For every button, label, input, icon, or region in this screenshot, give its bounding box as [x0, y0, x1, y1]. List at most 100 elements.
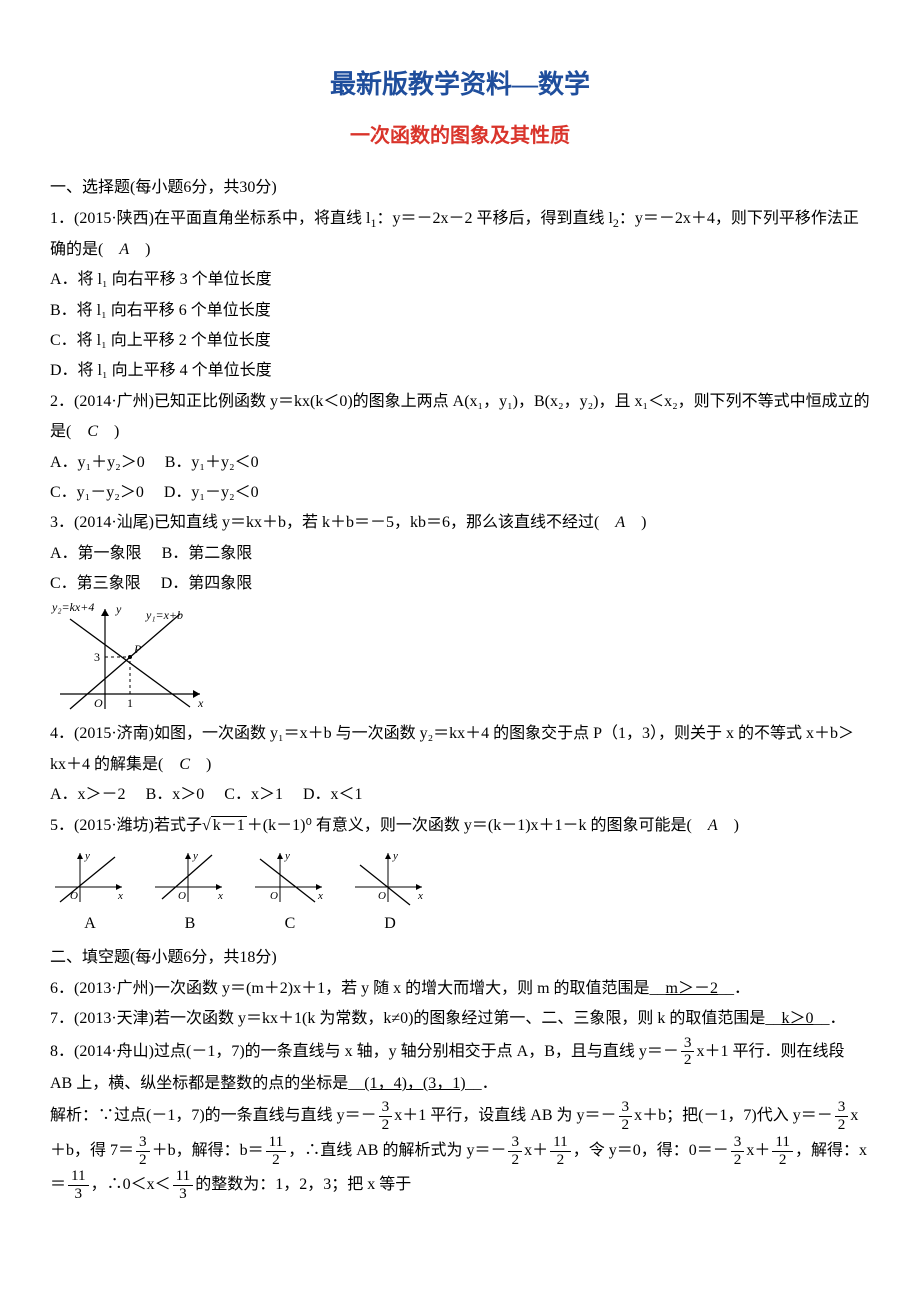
- q8-sol-g: x＋: [524, 1142, 548, 1159]
- q5-stem-a: 5．(2015·潍坊)若式子: [50, 817, 202, 834]
- svg-text:O: O: [378, 890, 386, 902]
- q8-sol-i: x＋: [746, 1142, 770, 1159]
- question-4: 4．(2015·济南)如图，一次函数 y₁＝x＋b 与一次函数 y₂＝kx＋4 …: [50, 719, 870, 780]
- q7-answer: k＞0: [781, 1010, 813, 1027]
- svg-text:x: x: [417, 890, 423, 902]
- q4-option-b: B．x＞0: [146, 786, 205, 803]
- frac-3-2: 32: [731, 1134, 745, 1168]
- q3-stem-a: 3．(2014·汕尾)已知直线 y＝kx＋b，若 k＋b＝－5，kb＝6，那么该…: [50, 514, 615, 531]
- frac-3-2: 32: [835, 1099, 849, 1133]
- q3-answer: A: [615, 514, 625, 531]
- question-6: 6．(2013·广州)一次函数 y＝(m＋2)x＋1，若 y 随 x 的增大而增…: [50, 974, 870, 1004]
- q8-sol-e: ＋b，解得：b＝: [152, 1142, 264, 1159]
- q2-options-cd: C．y₁－y₂＞0 D．y₁－y₂＜0: [50, 478, 870, 508]
- question-3: 3．(2014·汕尾)已知直线 y＝kx＋b，若 k＋b＝－5，kb＝6，那么该…: [50, 508, 870, 538]
- graph-label-y2: y₂=kx+4: [51, 600, 94, 614]
- q5-option-labels: A B C D: [50, 909, 870, 939]
- q4-stem-a: 4．(2015·济南)如图，一次函数 y₁＝x＋b 与一次函数 y₂＝kx＋4 …: [50, 725, 854, 772]
- svg-text:y: y: [192, 850, 198, 862]
- q2-stem-b: ): [98, 423, 119, 440]
- q6-tail: __．: [718, 980, 750, 997]
- frac-3-2: 32: [619, 1099, 633, 1133]
- q1-stem-b: ：y＝－2x－2 平移后，得到直线 l: [376, 210, 612, 227]
- frac-11-2: 112: [772, 1134, 793, 1168]
- question-5: 5．(2015·潍坊)若式子√k－1＋(k－1)⁰ 有意义，则一次函数 y＝(k…: [50, 811, 870, 841]
- graph-label-1: 1: [127, 696, 133, 710]
- frac-3-2: 32: [379, 1099, 393, 1133]
- q1-option-a: A．将 l₁ 向右平移 3 个单位长度: [50, 265, 870, 295]
- q6-answer: m＞－2: [666, 980, 718, 997]
- q3-option-c: C．第三象限: [50, 575, 141, 592]
- frac-3-2: 32: [136, 1134, 150, 1168]
- q7-tail: __．: [813, 1010, 845, 1027]
- main-title: 最新版教学资料—数学: [50, 60, 870, 109]
- svg-text:x: x: [317, 890, 323, 902]
- q2-option-b: B．y₁＋y₂＜0: [165, 454, 259, 471]
- q8-sol-f: ，∴直线 AB 的解析式为 y＝－: [288, 1142, 506, 1159]
- q8-sol-l: 的整数为：1，2，3；把 x 等于: [195, 1176, 411, 1193]
- q5-graph-c: O x y: [250, 847, 330, 907]
- frac-3-2: 32: [508, 1134, 522, 1168]
- q8-sol-c: x＋b；把(－1，7)代入 y＝－: [634, 1107, 833, 1124]
- q3-options-ab: A．第一象限 B．第二象限: [50, 539, 870, 569]
- q6-stem: 6．(2013·广州)一次函数 y＝(m＋2)x＋1，若 y 随 x 的增大而增…: [50, 980, 666, 997]
- q4-answer: C: [179, 756, 190, 773]
- q2-option-a: A．y₁＋y₂＞0: [50, 454, 145, 471]
- q3-stem-b: ): [625, 514, 646, 531]
- svg-text:O: O: [178, 890, 186, 902]
- frac-11-3: 113: [173, 1168, 194, 1202]
- svg-text:y: y: [392, 850, 398, 862]
- graph-label-P: P: [133, 642, 142, 656]
- svg-text:O: O: [70, 890, 78, 902]
- section2-heading: 二、填空题(每小题6分，共18分): [50, 943, 870, 973]
- q3-options-cd: C．第三象限 D．第四象限: [50, 569, 870, 599]
- sqrt-sign: √: [202, 817, 211, 834]
- q2-option-d: D．y₁－y₂＜0: [164, 484, 259, 501]
- q8-sol-a: 解析：∵过点(－1，7)的一条直线与直线 y＝－: [50, 1107, 377, 1124]
- question-7: 7．(2013·天津)若一次函数 y＝kx＋1(k 为常数，k≠0)的图象经过第…: [50, 1004, 870, 1034]
- q2-answer: C: [87, 423, 98, 440]
- q7-stem: 7．(2013·天津)若一次函数 y＝kx＋1(k 为常数，k≠0)的图象经过第…: [50, 1010, 781, 1027]
- q5-graph-d: O x y: [350, 847, 430, 907]
- q2-options-ab: A．y₁＋y₂＞0 B．y₁＋y₂＜0: [50, 448, 870, 478]
- q5-stem-b: ＋(k－1)⁰ 有意义，则一次函数 y＝(k－1)x＋1－k 的图象可能是(: [247, 817, 708, 834]
- q8-sol-h: ，令 y＝0，得：0＝－: [573, 1142, 729, 1159]
- q4-option-c: C．x＞1: [224, 786, 283, 803]
- q1-option-b: B．将 l₁ 向右平移 6 个单位长度: [50, 296, 870, 326]
- frac-3-2: 32: [681, 1035, 695, 1069]
- q1-stem-d: ): [129, 241, 150, 258]
- frac-11-3: 113: [68, 1168, 89, 1202]
- q1-option-d: D．将 l₁ 向上平移 4 个单位长度: [50, 356, 870, 386]
- q4-option-a: A．x＞－2: [50, 786, 126, 803]
- q4-option-d: D．x＜1: [303, 786, 363, 803]
- q5-label-d: D: [350, 909, 430, 939]
- svg-text:y: y: [284, 850, 290, 862]
- q5-label-a: A: [50, 909, 130, 939]
- graph-label-y: y: [115, 602, 122, 616]
- q4-stem-b: ): [190, 756, 211, 773]
- q8-answer: (1，4)，(3，1): [364, 1075, 465, 1092]
- q8-sol-k: ，∴0＜x＜: [91, 1176, 171, 1193]
- q5-sqrt: k－1: [211, 816, 247, 834]
- question-2: 2．(2014·广州)已知正比例函数 y＝kx(k＜0)的图象上两点 A(x₁，…: [50, 387, 870, 448]
- section1-heading: 一、选择题(每小题6分，共30分): [50, 173, 870, 203]
- q1-answer: A: [119, 241, 129, 258]
- q5-label-b: B: [150, 909, 230, 939]
- svg-text:y: y: [84, 850, 90, 862]
- q5-label-c: C: [250, 909, 330, 939]
- q8-stem-a: 8．(2014·舟山)过点(－1，7)的一条直线与 x 轴，y 轴分别相交于点 …: [50, 1042, 679, 1059]
- q5-answer: A: [708, 817, 718, 834]
- q1-stem-a: 1．(2015·陕西)在平面直角坐标系中，将直线 l: [50, 210, 370, 227]
- q5-graph-a: O x y: [50, 847, 130, 907]
- frac-11-2: 112: [266, 1134, 287, 1168]
- graph-label-x: x: [197, 696, 204, 710]
- q8-sol-b: x＋1 平行，设直线 AB 为 y＝－: [394, 1107, 616, 1124]
- q3-option-d: D．第四象限: [161, 575, 253, 592]
- q2-stem-a: 2．(2014·广州)已知正比例函数 y＝kx(k＜0)的图象上两点 A(x₁，…: [50, 393, 870, 440]
- q4-graph: y₂=kx+4 y₁=x+b y P 3 1 O x: [50, 599, 210, 719]
- question-1: 1．(2015·陕西)在平面直角坐标系中，将直线 l1：y＝－2x－2 平移后，…: [50, 204, 870, 265]
- graph-label-y1: y₁=x+b: [145, 608, 183, 622]
- q3-option-a: A．第一象限: [50, 545, 142, 562]
- svg-text:x: x: [217, 890, 223, 902]
- frac-11-2: 112: [550, 1134, 571, 1168]
